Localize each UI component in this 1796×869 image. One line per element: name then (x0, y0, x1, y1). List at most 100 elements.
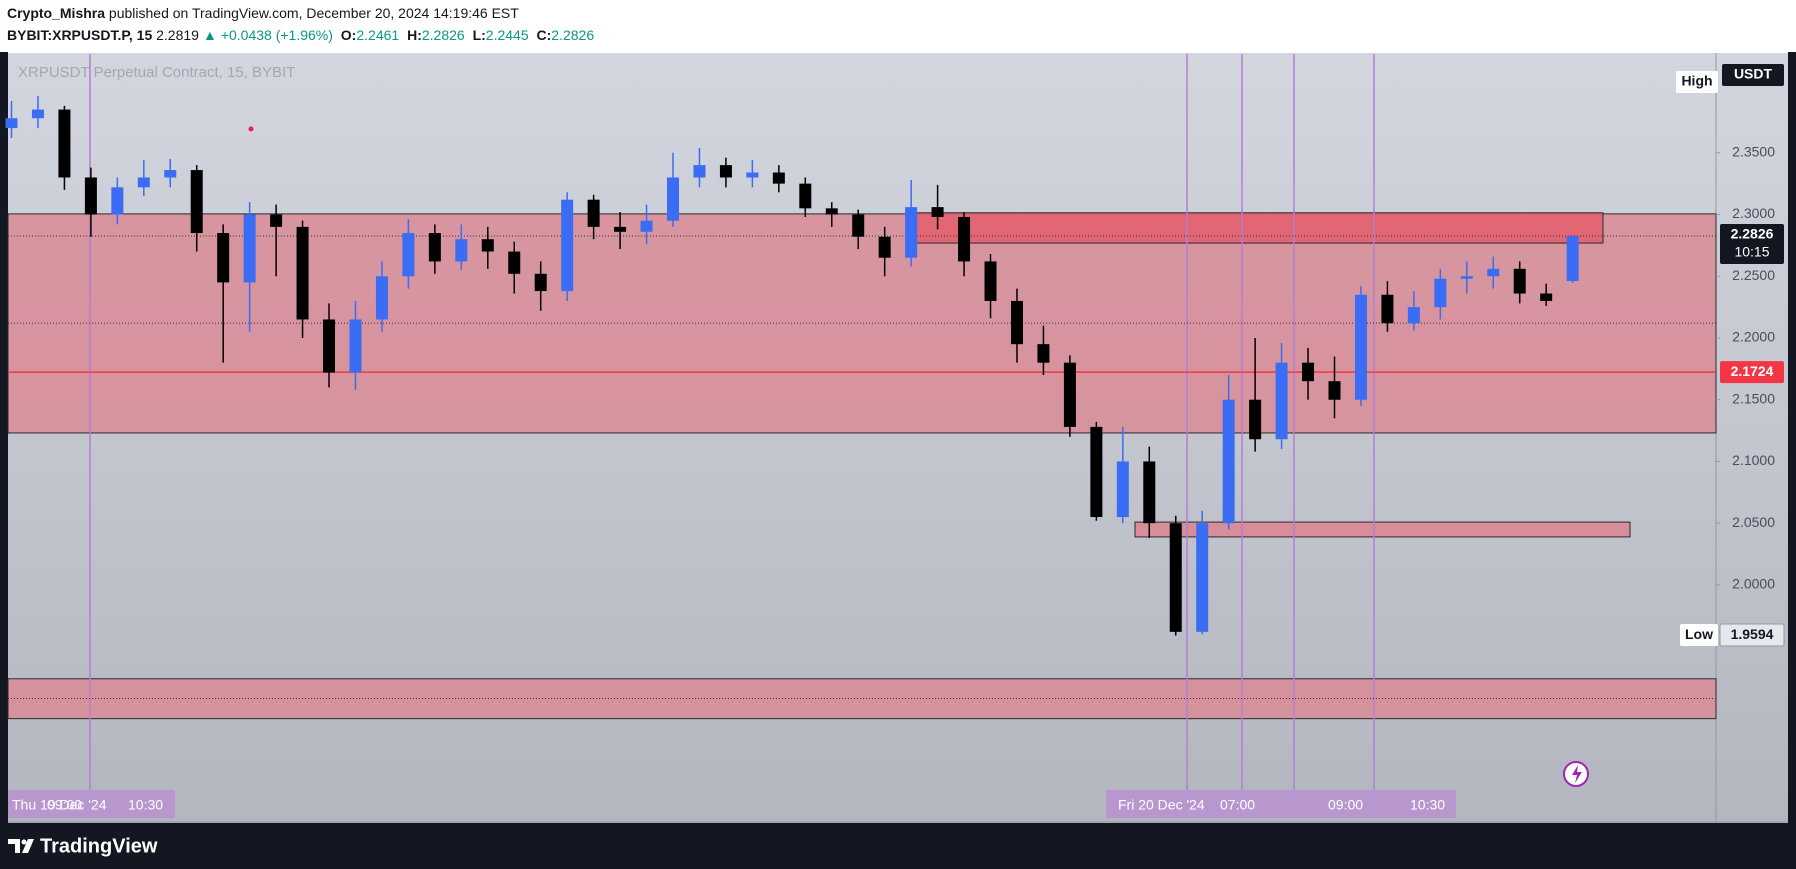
candle-body (746, 172, 759, 178)
candle-body (137, 177, 150, 188)
candle-body (296, 226, 309, 320)
candle-body (878, 236, 891, 258)
last-price-box (1720, 223, 1784, 264)
candle-body (852, 214, 865, 237)
candle-body (1354, 294, 1367, 400)
last-price: 2.2826 (1731, 226, 1774, 242)
candle-body (1302, 362, 1315, 382)
candle-body (1328, 381, 1341, 400)
candle-body (614, 226, 627, 232)
l-value: 2.2445 (485, 27, 529, 43)
y-tick-label: 2.3500 (1732, 143, 1775, 159)
candle-body (958, 216, 971, 262)
currency: USDT (1734, 66, 1773, 82)
candle-body (1434, 278, 1447, 308)
candle-body (1513, 268, 1526, 294)
x-tick-label: Fri 20 Dec '24 (1118, 797, 1205, 813)
x-tick-label: 09:00 (1328, 797, 1363, 813)
line-price-box (1720, 361, 1784, 384)
candle-body (1275, 362, 1288, 440)
candle-body (772, 172, 785, 184)
candle-body (1249, 399, 1262, 440)
y-tick-label: 2.3000 (1732, 205, 1775, 221)
h-value: 2.2826 (421, 27, 465, 43)
y-tick-label: 2.1000 (1732, 452, 1775, 468)
candle-body (905, 207, 918, 258)
candle-body (428, 233, 441, 262)
header-line-1: Crypto_Mishra published on TradingView.c… (7, 5, 523, 21)
l-label: L: (472, 27, 486, 43)
candle-body (508, 251, 521, 274)
brand: TradingView (40, 835, 158, 857)
candle-body (349, 319, 362, 373)
zone (906, 212, 1604, 244)
zone (7, 678, 1717, 720)
candle-body (931, 207, 944, 217)
watermark: XRPUSDT Perpetual Contract, 15, BYBIT (18, 64, 295, 81)
candle-body (1487, 268, 1500, 277)
low-label: Low (1685, 626, 1713, 642)
high-label-box (1676, 71, 1718, 93)
candle-body (1407, 307, 1420, 324)
footer-bar (0, 823, 1796, 869)
time-highlight (1106, 790, 1456, 818)
low-label-box (1680, 624, 1718, 647)
candle-body (1010, 300, 1023, 345)
candle-body (1460, 276, 1473, 279)
candle-body (561, 199, 574, 292)
low-value-box (1719, 623, 1785, 647)
candle-body (534, 273, 547, 292)
candle-body (402, 233, 415, 277)
logo (8, 839, 34, 853)
line-price: 2.1724 (1731, 363, 1774, 379)
candle-body (1222, 399, 1235, 524)
c-label: C: (536, 27, 552, 43)
y-tick-label: 2.2000 (1732, 329, 1775, 345)
y-tick-label: 2.0500 (1732, 514, 1775, 530)
author: Crypto_Mishra (7, 5, 106, 21)
candle-body (1037, 344, 1050, 363)
arrow: ▲ (202, 27, 217, 43)
zone (7, 213, 1717, 434)
candle-body (84, 177, 97, 215)
candle-body (375, 276, 388, 320)
symbol: BYBIT:XRPUSDT.P, 15 (7, 27, 153, 43)
candle-body (5, 118, 18, 129)
candle-body (58, 109, 71, 178)
candle-body (323, 319, 336, 373)
candle-body (1116, 461, 1129, 518)
candle-body (455, 239, 468, 262)
candle-body (190, 170, 203, 234)
right-edge (1788, 52, 1796, 869)
o-label: O: (340, 27, 357, 43)
candle-body (217, 233, 230, 283)
candle-body (243, 214, 256, 283)
candle-body (719, 165, 732, 178)
x-tick-label: 09:00 (47, 797, 82, 813)
countdown: 10:15 (1734, 244, 1769, 260)
candle-body (587, 199, 600, 227)
y-tick-label: 2.0000 (1732, 576, 1775, 592)
change: +0.0438 (+1.96%) (220, 27, 333, 43)
y-tick-label: 2.1500 (1732, 390, 1775, 406)
x-tick-label: 07:00 (1220, 797, 1255, 813)
candle-body (1196, 523, 1209, 632)
candle-body (640, 220, 653, 232)
c-value: 2.2826 (551, 27, 595, 43)
candle-body (1381, 294, 1394, 324)
h-label: H: (407, 27, 422, 43)
candle-body (481, 239, 494, 252)
candle-body (270, 214, 283, 227)
y-tick-label: 2.2500 (1732, 267, 1775, 283)
time-highlight (8, 790, 175, 818)
candle-body (667, 177, 679, 221)
o-value: 2.2461 (356, 27, 400, 43)
candle-body (825, 208, 838, 215)
header-line-2: BYBIT:XRPUSDT.P, 15 2.2819 ▲ +0.0438 (+1.9… (7, 27, 598, 43)
candle-body (1143, 461, 1156, 524)
alert-bolt (1572, 765, 1582, 783)
dot (248, 126, 254, 132)
candle-body (111, 187, 124, 215)
